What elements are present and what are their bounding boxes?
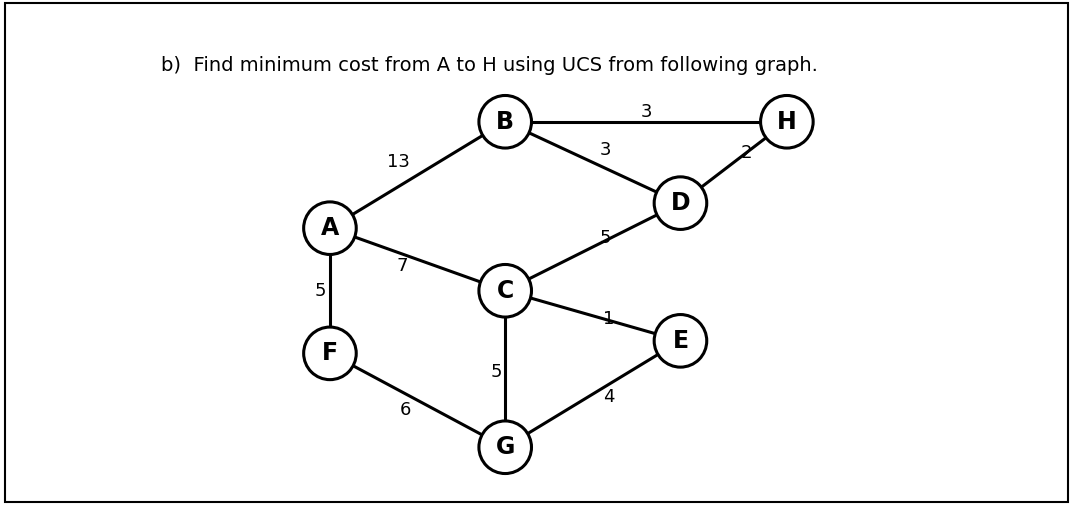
Text: B: B (496, 110, 514, 134)
Text: 13: 13 (387, 154, 410, 172)
Text: A: A (321, 216, 339, 240)
Text: H: H (777, 110, 797, 134)
Circle shape (479, 95, 531, 148)
Text: 6: 6 (399, 400, 411, 419)
Circle shape (479, 265, 531, 317)
Circle shape (304, 202, 356, 255)
Text: 7: 7 (396, 257, 408, 275)
Circle shape (655, 177, 707, 229)
Text: D: D (671, 191, 690, 215)
Text: 3: 3 (600, 141, 612, 159)
Text: 5: 5 (314, 282, 326, 300)
Text: 5: 5 (490, 363, 501, 381)
Circle shape (655, 315, 707, 367)
Circle shape (479, 421, 531, 474)
Text: 1: 1 (603, 310, 614, 328)
Text: G: G (496, 435, 515, 459)
Text: 4: 4 (603, 388, 614, 406)
Text: b)  Find minimum cost from A to H using UCS from following graph.: b) Find minimum cost from A to H using U… (161, 56, 818, 75)
Circle shape (304, 327, 356, 380)
Text: 5: 5 (600, 229, 612, 246)
Circle shape (761, 95, 813, 148)
Text: F: F (322, 341, 338, 365)
Text: C: C (497, 279, 514, 303)
Text: E: E (673, 329, 689, 353)
Text: 2: 2 (740, 144, 752, 162)
Text: 3: 3 (641, 104, 651, 121)
